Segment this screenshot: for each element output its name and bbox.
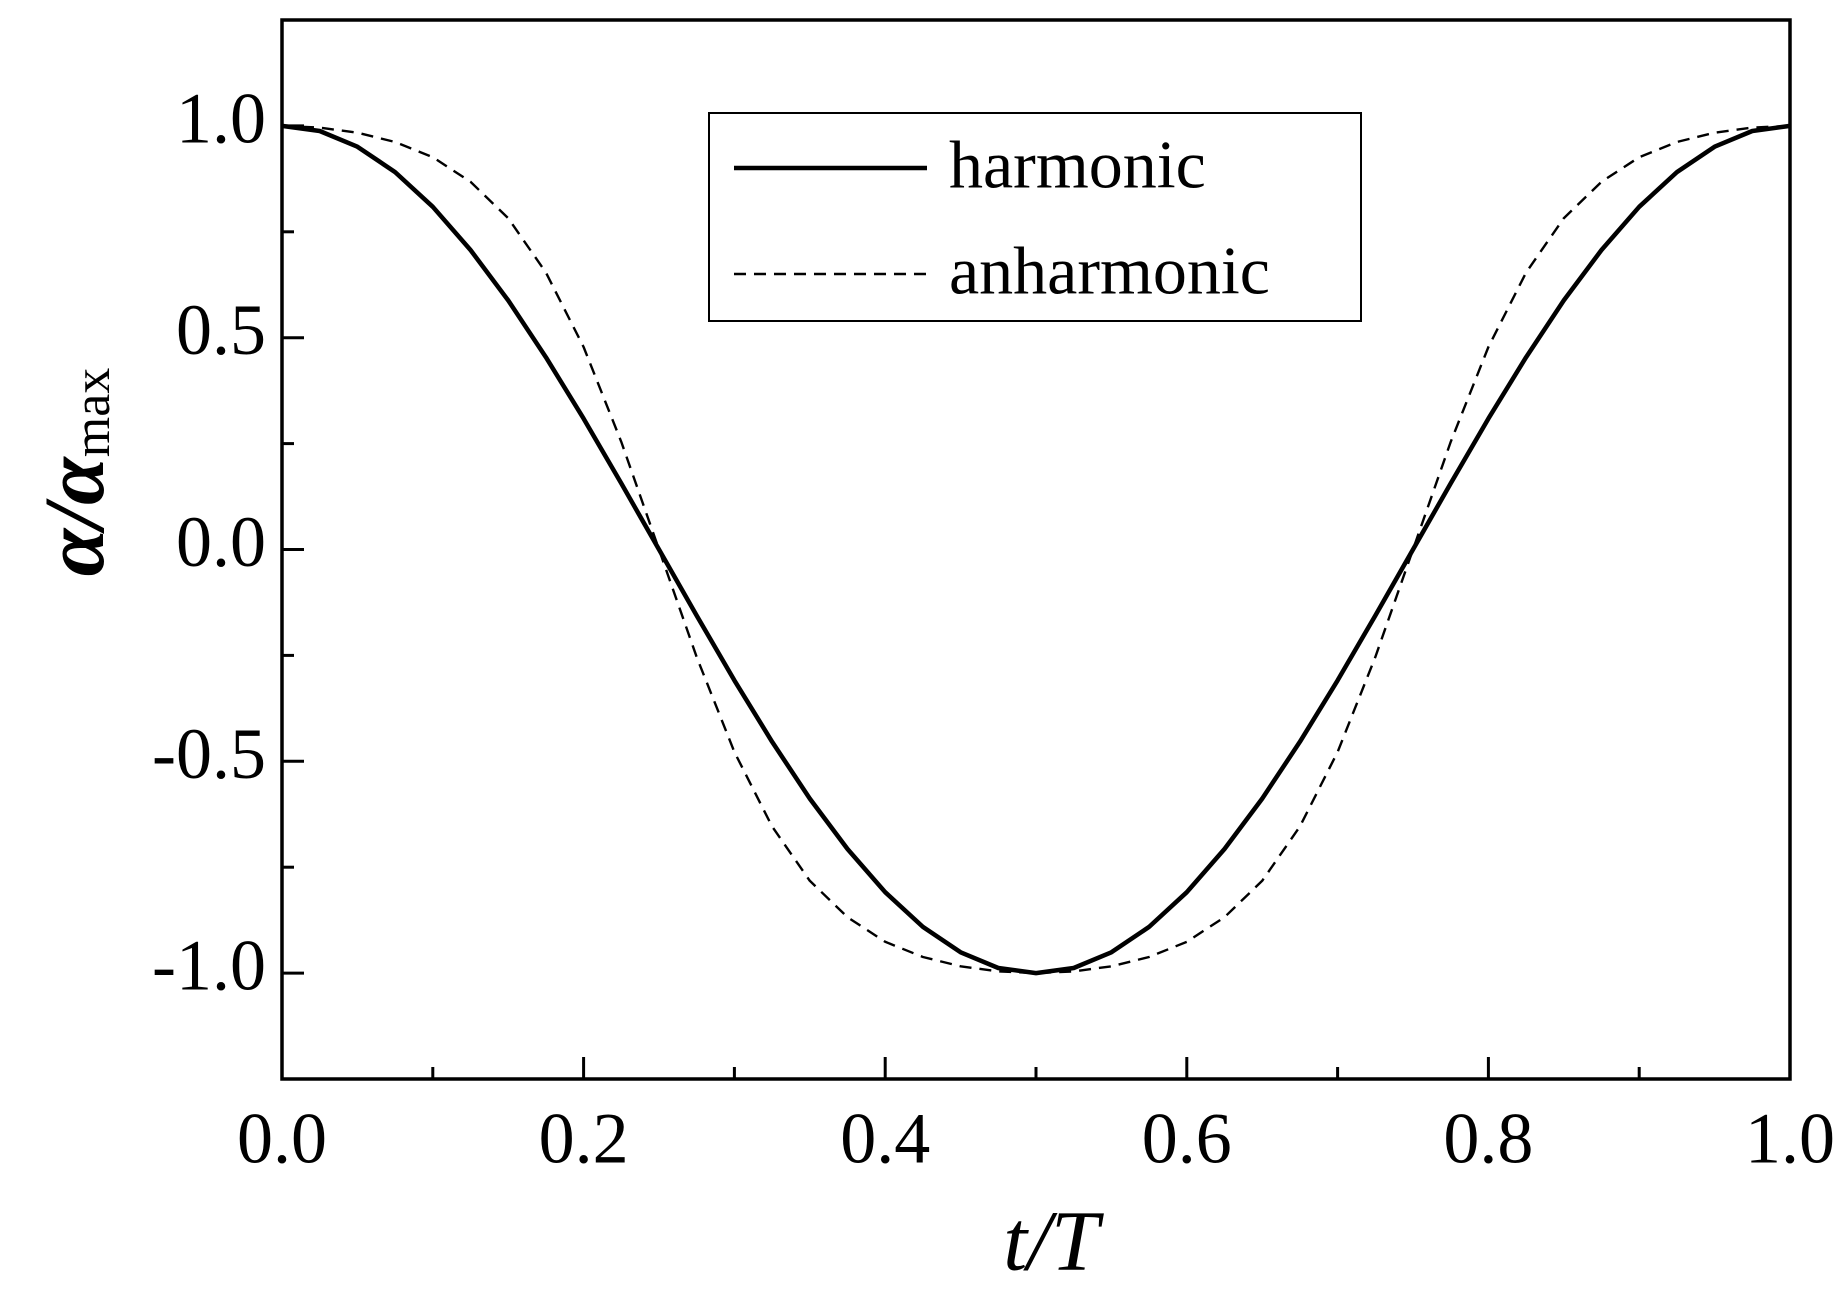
y-tick-label: 0.5 xyxy=(176,290,266,370)
y-tick-label: -1.0 xyxy=(152,926,266,1006)
plot-frame xyxy=(280,18,1792,1081)
x-tick-label: 0.8 xyxy=(1443,1099,1533,1179)
x-axis-title: t/T xyxy=(1003,1193,1104,1289)
x-tick-label: 0.2 xyxy=(539,1099,629,1179)
x-tick-label: 0.6 xyxy=(1142,1099,1232,1179)
legend-box xyxy=(708,112,1362,322)
x-tick-label: 0.0 xyxy=(237,1099,327,1179)
y-tick-label: -0.5 xyxy=(152,714,266,794)
y-tick-label: 0.0 xyxy=(176,502,266,582)
x-tick-label: 0.4 xyxy=(840,1099,930,1179)
y-axis-title-main: α/α xyxy=(26,456,122,576)
y-axis-title-subscript: max xyxy=(64,368,121,458)
y-tick-label: 1.0 xyxy=(176,78,266,158)
line-series xyxy=(281,123,1791,976)
legend-label: harmonic xyxy=(949,127,1206,203)
y-axis-title: α/αmax xyxy=(26,368,122,577)
legend-label: anharmonic xyxy=(949,233,1270,309)
x-tick-label: 1.0 xyxy=(1745,1099,1835,1179)
